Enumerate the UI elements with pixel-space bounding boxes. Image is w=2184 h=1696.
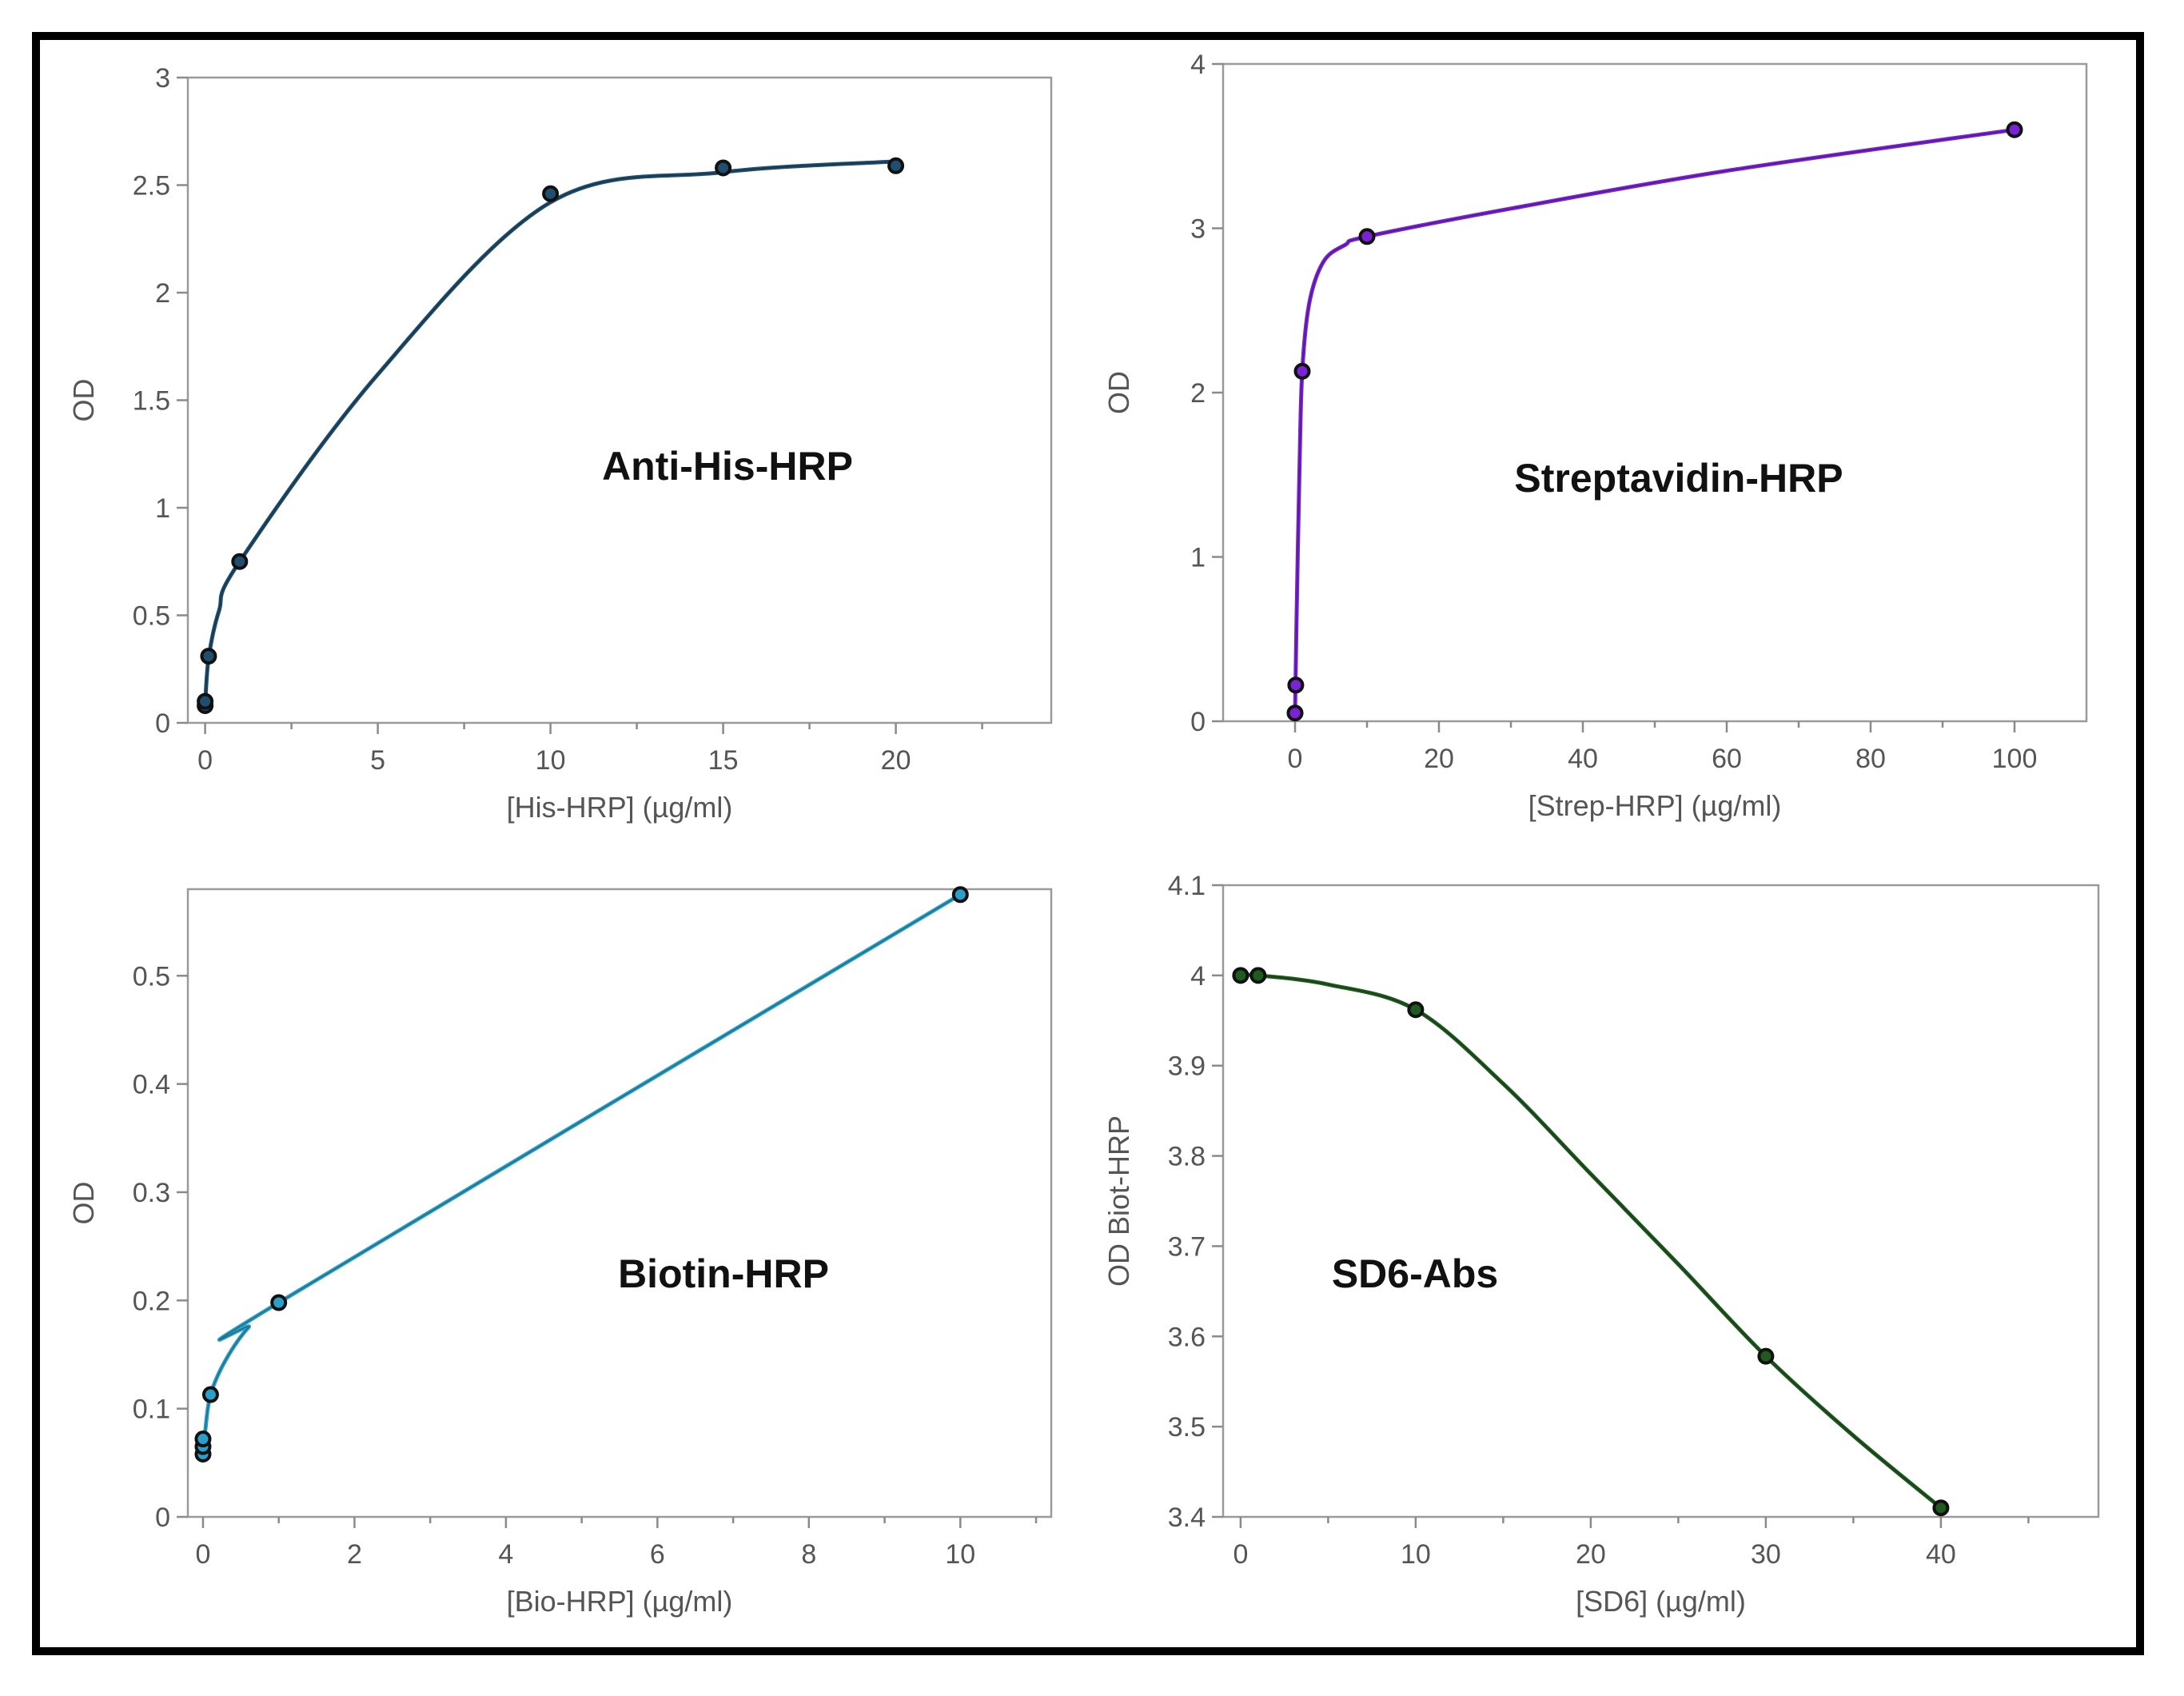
x-tick-label: 4 (498, 1539, 513, 1570)
x-tick-label: 30 (1751, 1539, 1781, 1570)
data-point (542, 185, 560, 202)
x-tick-label: 10 (1401, 1539, 1431, 1570)
x-tick-label: 10 (536, 745, 566, 776)
data-point (197, 692, 214, 710)
x-tick-label: 6 (650, 1539, 665, 1570)
y-axis-title: OD (67, 379, 100, 422)
y-tick-label: 0.2 (133, 1286, 170, 1316)
x-tick-label: 10 (945, 1539, 975, 1570)
data-point (201, 1386, 219, 1403)
chart-panel-1: 0 0.5 1 1.5 2 2.5 3 0 5 10 15 20 [His-HRP] (µg/ml) OD… (67, 63, 1053, 824)
x-tick-label: 20 (1424, 744, 1454, 774)
series-curve (203, 159, 899, 708)
data-point (1757, 1347, 1775, 1365)
x-tick-label: 0 (195, 1539, 210, 1570)
series-curve (1293, 127, 2017, 716)
figure-frame (32, 32, 2144, 1655)
y-axis-title: OD (67, 1182, 100, 1225)
data-point (1286, 704, 1304, 722)
y-axis-title: OD (1102, 371, 1135, 414)
x-tick-label: 40 (1926, 1539, 1956, 1570)
y-tick-label: 1 (155, 493, 170, 524)
y-tick-label: 1.5 (133, 386, 170, 417)
y-tick-label: 3.7 (1168, 1231, 1206, 1262)
x-tick-label: 0 (1233, 1539, 1248, 1570)
x-tick-label: 60 (1712, 744, 1742, 774)
y-tick-label: 4.1 (1168, 871, 1206, 901)
plot-area-frame (1222, 884, 2100, 1518)
y-tick-label: 0.3 (133, 1178, 170, 1208)
panel-label: Streptavidin-HRP (1514, 456, 1843, 501)
x-tick-label: 20 (881, 745, 911, 776)
y-axis-title: OD Biot-HRP (1102, 1115, 1135, 1287)
x-tick-label: 2 (347, 1539, 362, 1570)
data-point (2006, 121, 2023, 138)
series-curve-core (202, 894, 961, 1455)
y-tick-label: 0.5 (133, 961, 170, 992)
panel-label: Biotin-HRP (618, 1251, 829, 1296)
y-tick-label: 2.5 (133, 171, 170, 202)
y-tick-label: 3 (1190, 214, 1206, 245)
y-tick-label: 3.5 (1168, 1412, 1206, 1443)
y-tick-label: 3.6 (1168, 1322, 1206, 1352)
y-tick-label: 0.4 (133, 1070, 170, 1100)
chart-panel-4: 3.4 3.5 3.6 3.7 3.8 3.9 4 4.1 0 10 20 30 40 [SD6] (µg… (1102, 871, 2100, 1618)
x-tick-label: 40 (1568, 744, 1598, 774)
x-axis-title: [Bio-HRP] (µg/ml) (507, 1585, 733, 1618)
data-point (194, 1431, 212, 1448)
data-point (1287, 676, 1305, 694)
x-tick-label: 0 (197, 745, 213, 776)
x-axis-title: [His-HRP] (µg/ml) (507, 791, 733, 824)
x-tick-label: 80 (1855, 744, 1886, 774)
x-axis-title: [Strep-HRP] (µg/ml) (1528, 789, 1782, 822)
data-point (1232, 967, 1249, 984)
data-point (951, 886, 969, 904)
y-tick-label: 0.1 (133, 1395, 170, 1425)
x-tick-label: 20 (1576, 1539, 1606, 1570)
x-tick-label: 5 (370, 745, 385, 776)
panel-label: Anti-His-HRP (602, 444, 853, 489)
y-tick-label: 3.4 (1168, 1502, 1206, 1533)
data-point (231, 553, 249, 570)
x-tick-label: 0 (1288, 744, 1303, 774)
y-tick-label: 0 (155, 708, 170, 739)
y-tick-label: 3 (155, 63, 170, 94)
series-curve-core (204, 161, 896, 706)
x-tick-label: 100 (1992, 744, 2038, 774)
plot-area-frame (186, 888, 1053, 1518)
plot-area-frame (1222, 62, 2088, 723)
data-point (1358, 228, 1376, 245)
chart-panel-3: 0 0.1 0.2 0.3 0.4 0.5 0 2 4 6 8 10 [Bio-HRP] (µg/ml)… (67, 886, 1053, 1618)
series-curve-core (1294, 129, 2015, 713)
data-point (1932, 1499, 1950, 1517)
x-tick-label: 15 (708, 745, 739, 776)
y-tick-label: 3.8 (1168, 1142, 1206, 1172)
series-curve (201, 892, 962, 1456)
data-point (200, 648, 217, 665)
y-tick-label: 0.5 (133, 601, 170, 632)
data-point (1407, 1001, 1425, 1019)
y-tick-label: 1 (1190, 543, 1206, 573)
plot-area-frame (186, 76, 1053, 724)
series-curve (1238, 972, 1943, 1510)
data-point (270, 1294, 288, 1311)
data-point (887, 157, 905, 174)
y-tick-label: 4 (1190, 50, 1206, 80)
y-tick-label: 2 (1190, 378, 1206, 409)
y-tick-label: 3.9 (1168, 1052, 1206, 1082)
x-tick-label: 8 (801, 1539, 816, 1570)
y-tick-label: 0 (1190, 707, 1206, 737)
data-point (1293, 362, 1311, 380)
panel-label: SD6-Abs (1332, 1251, 1498, 1296)
x-axis-title: [SD6] (µg/ml) (1576, 1585, 1746, 1618)
y-tick-label: 4 (1190, 961, 1206, 992)
series-curve-core (1240, 974, 1942, 1509)
y-tick-label: 0 (155, 1502, 170, 1533)
data-point (715, 159, 732, 177)
y-tick-label: 2 (155, 278, 170, 309)
data-point (1249, 967, 1267, 984)
